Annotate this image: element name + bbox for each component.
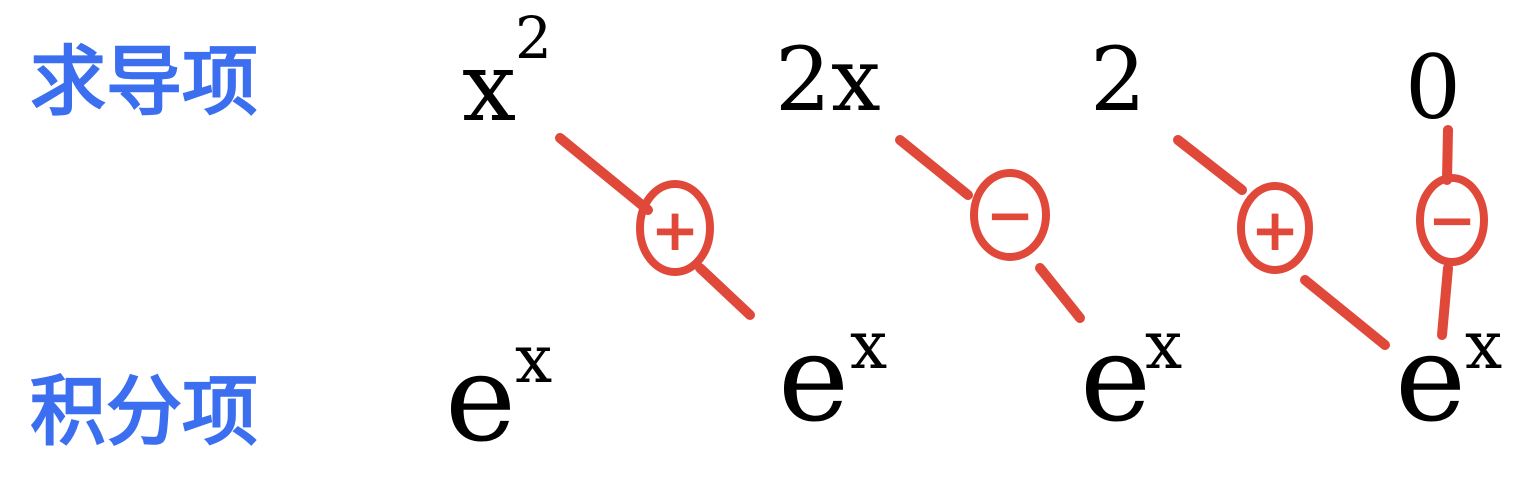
integral-term-3: e x xyxy=(1080,307,1182,449)
sign-2: − xyxy=(986,181,1035,249)
derivative-term-1-base: x xyxy=(462,31,516,143)
derivative-term-4: 0 xyxy=(1405,36,1461,139)
integral-term-4: e x xyxy=(1395,307,1502,449)
connector-1 xyxy=(555,133,755,320)
integral-term-2-exponent: x xyxy=(850,307,887,384)
integral-term-1: e x xyxy=(445,321,552,469)
integral-term-4-exponent: x xyxy=(1465,307,1502,384)
sign-3: + xyxy=(1251,196,1300,264)
integral-term-2-base: e xyxy=(778,310,849,449)
connector-3 xyxy=(1173,135,1390,350)
integral-term-2: e x xyxy=(778,307,887,449)
derivative-term-1-exponent: 2 xyxy=(515,4,552,72)
sign-circle-1: + xyxy=(636,180,714,276)
derivative-row-label: 求导项 xyxy=(30,37,258,126)
sign-circle-2: − xyxy=(970,169,1050,261)
derivative-term-3: 2 xyxy=(1090,28,1146,131)
integral-term-3-base: e xyxy=(1080,310,1151,449)
connector-4 xyxy=(1437,125,1453,340)
sign-circle-3: + xyxy=(1237,182,1313,274)
sign-1: + xyxy=(651,196,700,264)
sign-circle-2-ring xyxy=(970,169,1050,261)
integral-term-3-exponent: x xyxy=(1145,307,1182,384)
connector-2 xyxy=(895,135,1085,323)
sign-circle-4-ring xyxy=(1416,174,1488,266)
integral-row-label: 积分项 xyxy=(30,367,258,456)
sign-4: − xyxy=(1428,186,1477,254)
integral-term-1-exponent: x xyxy=(515,321,552,398)
integral-term-4-base: e xyxy=(1395,310,1466,449)
sign-circle-1-ring xyxy=(636,180,714,276)
sign-circle-3-ring xyxy=(1237,182,1313,274)
integral-term-1-base: e xyxy=(445,330,516,469)
sign-circle-4: − xyxy=(1416,174,1488,266)
derivative-term-1: x 2 xyxy=(462,4,552,143)
derivative-term-2: 2x xyxy=(775,28,881,131)
